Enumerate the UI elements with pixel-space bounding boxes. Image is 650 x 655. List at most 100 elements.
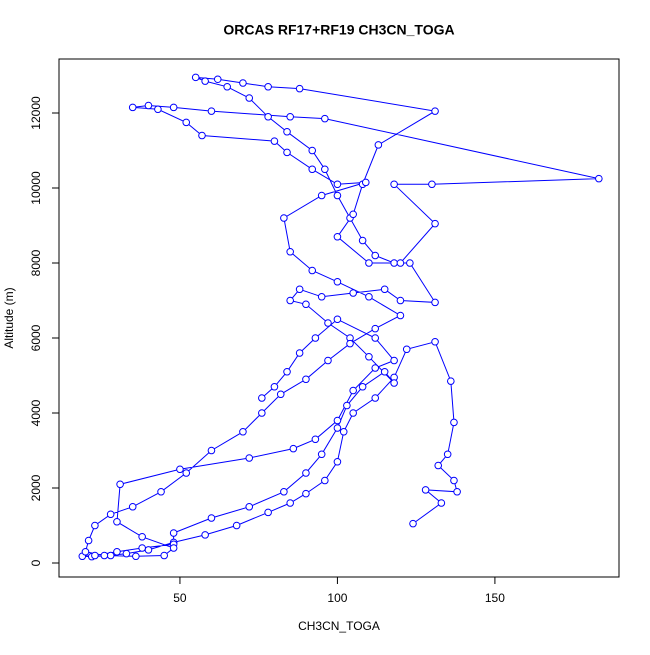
data-point: [343, 401, 351, 410]
data-point: [128, 502, 137, 511]
data-point: [302, 300, 310, 309]
data-point: [396, 311, 405, 320]
data-point: [144, 546, 153, 554]
data-point: [283, 127, 291, 136]
data-point: [264, 508, 272, 517]
data-point: [138, 532, 146, 541]
data-point: [349, 289, 357, 297]
data-point: [207, 107, 216, 115]
data-point: [431, 337, 439, 346]
data-point: [302, 489, 310, 498]
data-point: [201, 531, 209, 539]
data-point: [390, 379, 398, 387]
data-point: [321, 476, 329, 485]
data-point: [239, 427, 247, 436]
data-point: [270, 137, 279, 145]
data-point: [402, 345, 411, 354]
data-point: [333, 457, 342, 466]
data-point: [437, 499, 446, 507]
data-point: [295, 84, 304, 93]
data-point: [333, 315, 342, 324]
data-point: [431, 298, 439, 307]
data-point: [421, 486, 430, 494]
data-point: [280, 487, 288, 496]
data-point: [264, 112, 272, 121]
data-point: [286, 112, 294, 121]
x-tick-label: 150: [485, 591, 505, 605]
data-point: [289, 444, 298, 453]
data-point: [346, 339, 354, 348]
data-point: [295, 285, 304, 294]
data-point: [106, 510, 115, 519]
data-point: [321, 165, 329, 174]
data-point: [302, 375, 310, 384]
y-tick-label: 10000: [29, 171, 43, 205]
data-point: [91, 521, 99, 530]
data-point: [223, 82, 231, 91]
data-point: [160, 551, 168, 560]
data-point: [207, 514, 216, 522]
y-tick-label: 8000: [29, 249, 43, 276]
x-axis-label: CH3CN_TOGA: [298, 619, 380, 633]
data-point: [428, 180, 436, 189]
data-point: [333, 424, 342, 432]
data-line: [82, 76, 599, 558]
chart-title: ORCAS RF17+RF19 CH3CN_TOGA: [223, 22, 454, 38]
data-point: [128, 103, 137, 112]
data-point: [308, 146, 317, 155]
x-tick-label: 100: [327, 591, 347, 605]
y-tick-label: 12000: [29, 96, 43, 130]
data-point: [201, 77, 209, 85]
data-point: [113, 517, 121, 526]
data-point: [232, 521, 241, 530]
data-point: [380, 285, 389, 294]
data-point: [308, 266, 317, 275]
data-point: [333, 191, 342, 200]
data-point: [361, 178, 370, 187]
data-point: [371, 364, 380, 372]
data-point: [431, 107, 439, 115]
data-point: [81, 547, 90, 556]
data-point: [106, 551, 115, 560]
data-point: [317, 450, 326, 459]
data-point: [365, 259, 373, 267]
data-point: [333, 416, 342, 425]
data-point: [258, 394, 266, 402]
data-point: [169, 529, 178, 537]
data-point: [371, 394, 380, 402]
data-point: [371, 334, 380, 342]
data-point: [191, 73, 200, 82]
data-point: [245, 94, 254, 102]
data-point: [349, 409, 357, 417]
y-tick-label: 2000: [29, 474, 43, 501]
data-point: [396, 259, 405, 267]
data-point: [302, 469, 310, 477]
plot-frame: [58, 58, 620, 578]
data-point: [239, 79, 247, 87]
data-point: [317, 191, 326, 200]
data-point: [365, 352, 373, 361]
data-point: [286, 247, 294, 256]
data-point: [182, 118, 191, 127]
data-point: [258, 409, 266, 417]
data-point: [308, 165, 317, 174]
data-point: [169, 544, 178, 552]
data-point: [339, 427, 348, 436]
data-point: [286, 499, 294, 507]
data-point: [283, 367, 291, 376]
data-point: [182, 469, 191, 477]
data-point: [283, 148, 291, 157]
data-point: [333, 180, 342, 189]
data-point: [270, 382, 279, 391]
data-point: [280, 214, 288, 222]
data-point: [144, 101, 153, 110]
data-point: [409, 519, 417, 528]
data-point: [390, 180, 398, 189]
data-point: [176, 465, 184, 474]
y-tick-label: 6000: [29, 324, 43, 351]
data-point: [371, 324, 380, 333]
data-point: [169, 103, 178, 112]
data-point: [198, 131, 206, 140]
data-point: [100, 551, 109, 560]
